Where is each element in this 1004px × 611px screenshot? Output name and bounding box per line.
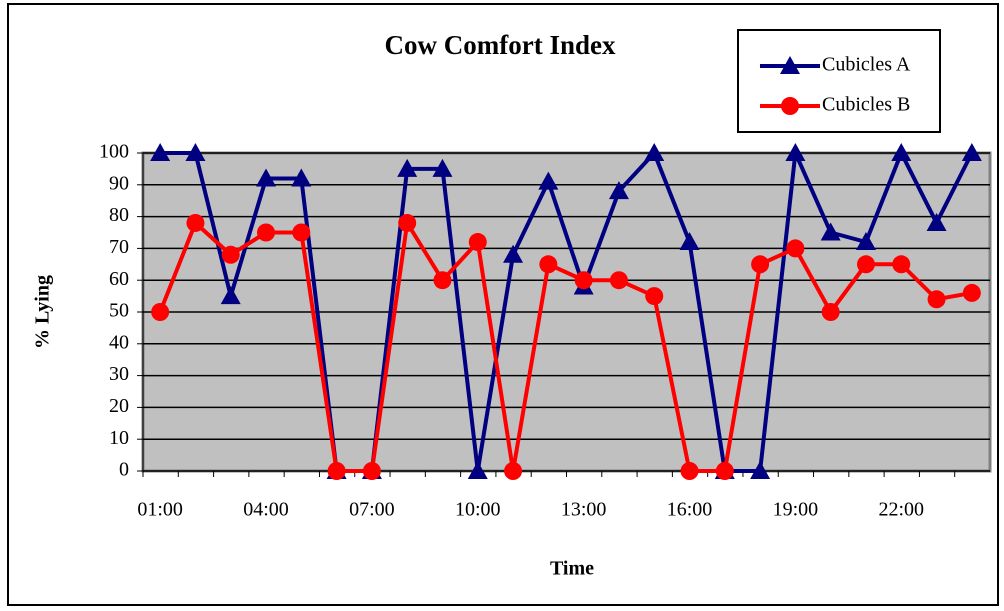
- point: [150, 143, 171, 161]
- x-tick-label: 16:00: [667, 499, 713, 521]
- point: [362, 462, 381, 480]
- point: [504, 462, 523, 480]
- point: [574, 271, 593, 290]
- y-tick-label: 80: [109, 204, 129, 226]
- point: [781, 97, 799, 115]
- point: [820, 222, 841, 241]
- point: [608, 181, 629, 200]
- point: [786, 239, 805, 258]
- x-tick-label: 01:00: [137, 499, 183, 521]
- legend-label: Cubicles A: [822, 54, 911, 76]
- x-tick-label: 19:00: [773, 499, 819, 521]
- point: [644, 143, 665, 161]
- x-axis-title: Time: [550, 558, 594, 580]
- y-tick-label: 0: [119, 459, 129, 481]
- point: [186, 213, 205, 232]
- point: [433, 271, 452, 290]
- point: [645, 287, 664, 306]
- point: [856, 255, 875, 274]
- point: [256, 168, 277, 187]
- point: [539, 255, 558, 274]
- point: [467, 461, 488, 479]
- point: [751, 255, 770, 274]
- point: [927, 290, 946, 309]
- point: [292, 223, 311, 242]
- y-tick-label: 40: [109, 331, 129, 353]
- y-axis-title: % Lying: [32, 275, 54, 349]
- point: [961, 143, 982, 161]
- point: [679, 232, 700, 251]
- point: [785, 143, 806, 161]
- point: [926, 212, 947, 231]
- point: [962, 283, 981, 302]
- point: [715, 462, 734, 480]
- y-tick-label: 10: [109, 427, 129, 449]
- point: [291, 168, 312, 187]
- point: [398, 213, 417, 232]
- chart-title: Cow Comfort Index: [385, 30, 616, 60]
- legend-box: [737, 29, 941, 133]
- point: [220, 286, 241, 305]
- y-tick-label: 20: [109, 395, 129, 417]
- y-tick-label: 100: [99, 141, 129, 163]
- point: [151, 303, 170, 321]
- point: [821, 303, 840, 321]
- point: [538, 171, 559, 190]
- point: [432, 158, 453, 177]
- point: [891, 143, 912, 161]
- x-tick-label: 22:00: [878, 499, 924, 521]
- y-tick-label: 30: [109, 363, 129, 385]
- point: [680, 462, 699, 480]
- legend-label: Cubicles B: [822, 94, 910, 116]
- x-tick-label: 04:00: [243, 499, 289, 521]
- x-tick-label: 10:00: [455, 499, 501, 521]
- x-tick-label: 13:00: [561, 499, 607, 521]
- y-tick-label: 90: [109, 172, 129, 194]
- point: [257, 223, 276, 242]
- point: [609, 271, 628, 290]
- point: [221, 245, 240, 264]
- y-tick-label: 50: [109, 300, 129, 322]
- y-tick-label: 70: [109, 236, 129, 258]
- point: [855, 232, 876, 251]
- point: [397, 158, 418, 177]
- point: [750, 461, 771, 479]
- x-tick-label: 07:00: [349, 499, 395, 521]
- point: [892, 255, 911, 274]
- y-tick-label: 60: [109, 268, 129, 290]
- point: [503, 244, 524, 263]
- point: [185, 143, 206, 161]
- point: [468, 233, 487, 252]
- point: [327, 462, 346, 480]
- point: [780, 56, 800, 74]
